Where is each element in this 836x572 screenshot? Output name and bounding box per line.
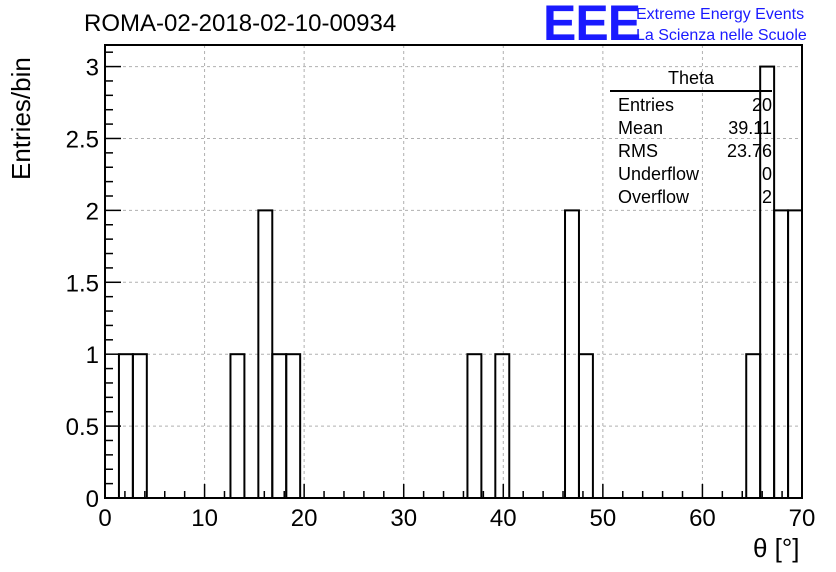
histogram-bin	[131, 353, 148, 500]
x-tick-label: 30	[390, 505, 417, 532]
stats-row: Mean 39.11	[610, 117, 772, 140]
x-tick-label: 20	[291, 505, 318, 532]
plot-title: ROMA-02-2018-02-10-00934	[84, 10, 397, 37]
stats-label: Mean	[618, 118, 664, 138]
x-tick-label: 10	[191, 505, 218, 532]
x-axis-label: θ [°]	[753, 533, 800, 563]
logo-caption: Extreme Energy Events La Scienza nelle S…	[636, 4, 807, 46]
stats-value: 39.11	[728, 118, 772, 138]
stats-label: Entries	[618, 95, 675, 115]
stats-row: Underflow 0	[610, 163, 772, 186]
stats-label: Overflow	[618, 187, 690, 207]
stats-label: RMS	[618, 141, 658, 161]
y-tick-label: 3	[86, 55, 99, 82]
stats-label: Underflow	[618, 164, 700, 184]
grid-lines	[105, 45, 802, 498]
x-tick-label: 40	[490, 505, 517, 532]
logo-line-2: La Scienza nelle Scuole	[636, 27, 807, 44]
stats-box: Theta Entries 20 Mean 39.11 RMS 23.76 Under…	[610, 68, 772, 209]
y-tick-label: 1.5	[66, 270, 99, 297]
y-axis-ticks: 0 0.5 1 1.5 2 2.5 3	[66, 51, 121, 513]
plot-frame	[104, 44, 803, 499]
x-tick-label: 0	[98, 505, 111, 532]
y-tick-label: 2	[86, 198, 99, 225]
y-axis-label: Entries/bin	[6, 57, 36, 180]
logo-line-1: Extreme Energy Events	[636, 6, 805, 23]
stats-value: 2	[761, 187, 772, 207]
y-tick-label: 0	[86, 486, 99, 513]
y-tick-label: 2.5	[66, 126, 99, 153]
x-axis-ticks: 0 10 20 30 40 50 60 70	[98, 484, 815, 532]
stats-value: 0	[761, 164, 772, 184]
stats-row: Overflow 2	[610, 186, 772, 209]
x-tick-label: 70	[789, 505, 816, 532]
x-tick-label: 60	[689, 505, 716, 532]
stats-row: Entries 20	[610, 94, 772, 117]
stats-value: 20	[751, 95, 772, 115]
y-tick-label: 0.5	[66, 414, 99, 441]
stats-value: 23.76	[726, 141, 772, 161]
stats-row: RMS 23.76	[610, 140, 772, 163]
eee-logo: EEE	[543, 0, 641, 51]
y-tick-label: 1	[86, 342, 99, 369]
x-tick-label: 50	[590, 505, 617, 532]
histogram-bin	[257, 209, 274, 499]
stats-title: Theta	[610, 68, 772, 92]
